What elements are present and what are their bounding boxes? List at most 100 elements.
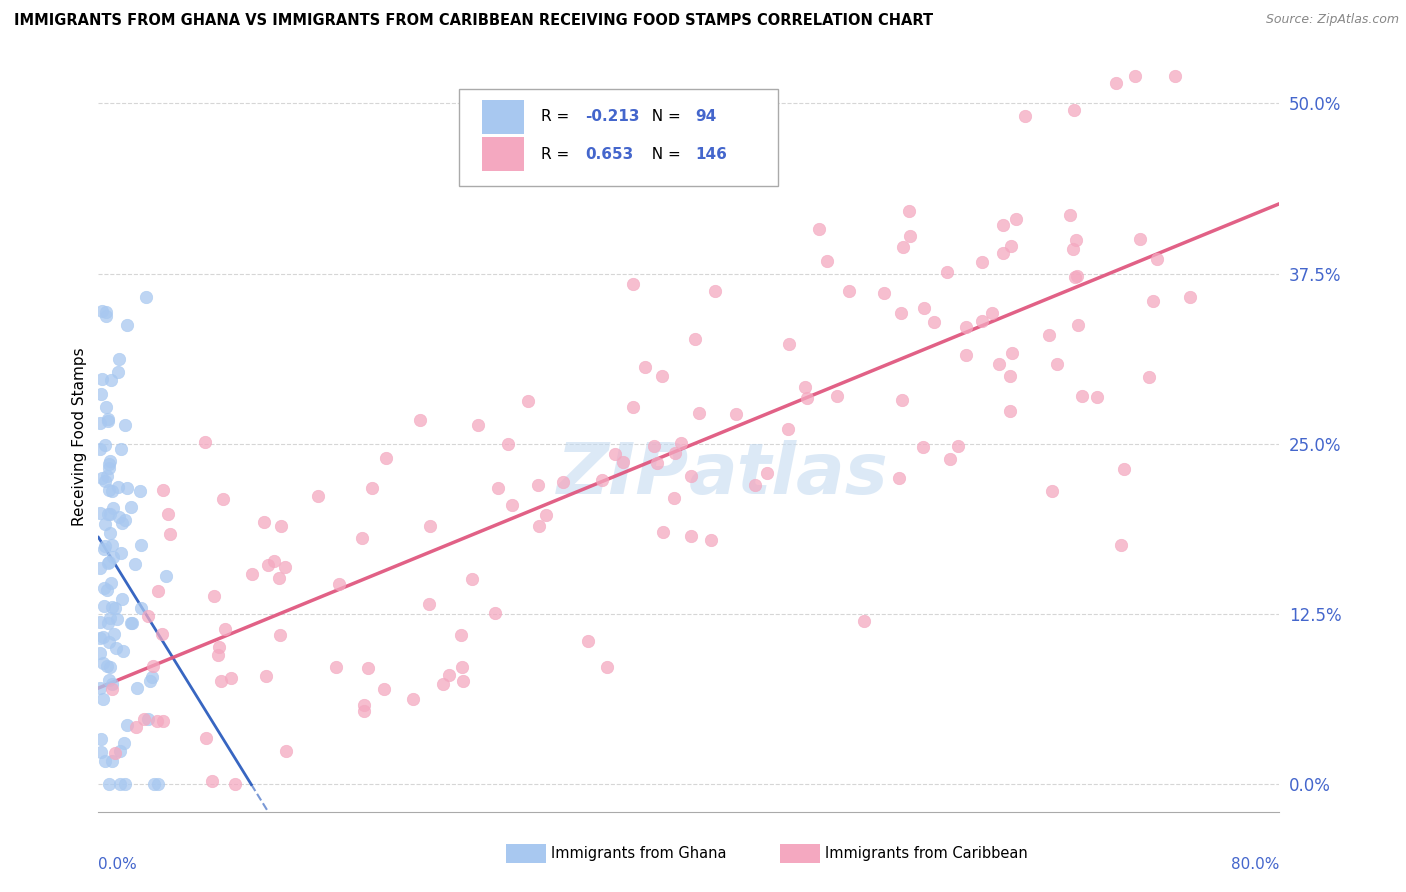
Point: [111, 516, 134, 530]
Point: [135, 290, 157, 304]
Point: [360, 481, 382, 495]
Point: [146, 584, 169, 599]
Point: [256, 558, 278, 572]
Point: [1087, 390, 1109, 404]
Text: Immigrants from Ghana: Immigrants from Ghana: [551, 847, 727, 861]
Point: [793, 380, 815, 394]
Point: [120, 500, 142, 514]
Point: [91, 657, 114, 671]
Point: [1142, 294, 1164, 309]
Point: [409, 413, 432, 427]
Point: [89, 646, 111, 660]
Point: [89, 506, 111, 520]
Point: [683, 332, 706, 346]
Point: [623, 400, 645, 414]
Point: [107, 480, 129, 494]
FancyBboxPatch shape: [482, 137, 523, 171]
Point: [103, 550, 125, 565]
Point: [651, 524, 673, 539]
Point: [100, 611, 122, 625]
Point: [578, 633, 600, 648]
Text: atlas: atlas: [689, 440, 889, 509]
Point: [155, 569, 177, 583]
Point: [825, 389, 848, 403]
Point: [212, 491, 235, 506]
Point: [101, 677, 124, 691]
Point: [100, 599, 122, 614]
Point: [939, 452, 962, 467]
Point: [124, 557, 146, 571]
Point: [104, 746, 127, 760]
Point: [889, 471, 911, 485]
Point: [139, 673, 162, 688]
Point: [1046, 357, 1069, 371]
Point: [1062, 242, 1084, 256]
Text: R =: R =: [541, 146, 575, 161]
Point: [596, 659, 619, 673]
Point: [357, 661, 380, 675]
Point: [129, 483, 152, 498]
Point: [912, 301, 935, 315]
Text: Source: ZipAtlas.com: Source: ZipAtlas.com: [1265, 13, 1399, 27]
Point: [94, 516, 117, 531]
FancyBboxPatch shape: [458, 88, 778, 186]
Point: [93, 599, 115, 613]
Point: [150, 627, 173, 641]
Point: [90, 387, 112, 401]
Text: -0.213: -0.213: [585, 109, 640, 124]
Point: [207, 648, 229, 663]
Point: [1146, 252, 1168, 266]
Point: [240, 567, 263, 582]
Point: [201, 773, 224, 788]
Point: [987, 357, 1010, 371]
Point: [634, 360, 657, 375]
Point: [688, 406, 710, 420]
Point: [91, 691, 114, 706]
Point: [669, 436, 692, 450]
Point: [110, 546, 132, 560]
Point: [89, 442, 111, 456]
Point: [375, 450, 398, 465]
Point: [114, 513, 136, 527]
Point: [254, 669, 277, 683]
Point: [98, 508, 121, 522]
Point: [1066, 318, 1088, 332]
Point: [699, 533, 721, 548]
Point: [142, 659, 165, 673]
Point: [612, 455, 634, 469]
Point: [373, 681, 395, 696]
Point: [100, 755, 122, 769]
FancyBboxPatch shape: [482, 100, 523, 134]
Point: [1123, 69, 1146, 83]
Point: [808, 222, 831, 236]
Point: [1137, 369, 1160, 384]
Point: [724, 407, 747, 421]
Text: N =: N =: [641, 146, 685, 161]
Point: [115, 318, 138, 332]
Point: [107, 365, 129, 379]
Point: [1005, 212, 1028, 227]
Point: [350, 531, 373, 545]
Point: [853, 614, 876, 628]
Point: [105, 640, 128, 655]
Point: [418, 597, 440, 611]
Point: [121, 615, 143, 630]
Point: [103, 626, 125, 640]
Point: [946, 439, 969, 453]
Point: [270, 519, 292, 533]
Text: 80.0%: 80.0%: [1232, 856, 1279, 871]
Point: [89, 560, 111, 574]
Point: [643, 440, 665, 454]
Point: [253, 516, 276, 530]
Point: [912, 440, 935, 454]
Point: [991, 218, 1014, 232]
Point: [111, 591, 134, 606]
Point: [97, 414, 120, 428]
Point: [125, 720, 148, 734]
Point: [353, 698, 375, 712]
Point: [100, 373, 122, 387]
Point: [981, 306, 1004, 320]
Point: [274, 560, 297, 574]
Point: [467, 418, 489, 433]
Point: [1066, 268, 1088, 283]
